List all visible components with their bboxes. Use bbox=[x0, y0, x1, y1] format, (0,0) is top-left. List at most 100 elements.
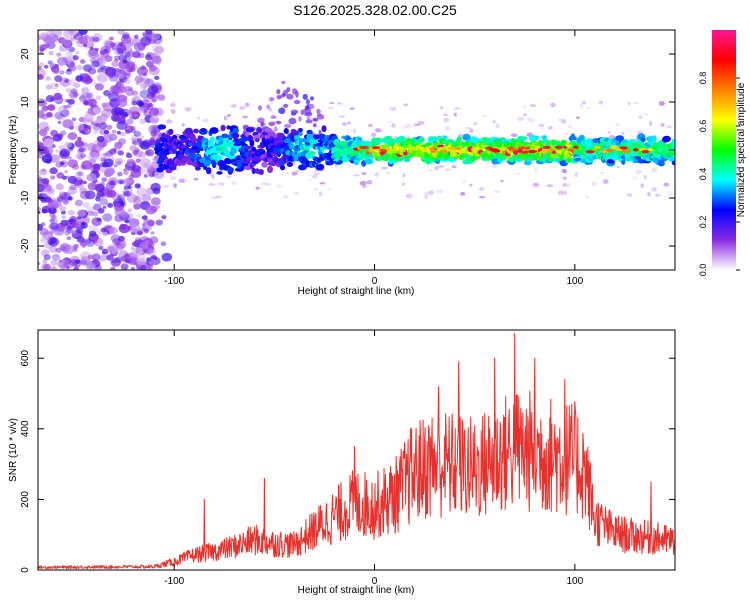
spectrogram-noise-cell bbox=[99, 65, 107, 71]
spectrogram-noise-cell bbox=[96, 217, 102, 222]
spectrogram-core-cell bbox=[542, 145, 551, 149]
spectrogram-band-cell bbox=[291, 130, 300, 137]
spectrogram-plume-cell bbox=[305, 99, 310, 105]
spectrogram-band-cell bbox=[306, 129, 313, 135]
spectrogram-noise-cell bbox=[38, 210, 41, 214]
spectrogram-noise-cell bbox=[109, 180, 116, 186]
spectrogram-noise-cell bbox=[125, 129, 131, 135]
spectrogram-noise-cell bbox=[127, 185, 132, 189]
spectrogram-faint-cell bbox=[546, 184, 554, 188]
spectrogram-noise-cell bbox=[111, 135, 116, 140]
spectrogram-noise-cell bbox=[91, 253, 101, 261]
spectrogram-plume-cell bbox=[306, 111, 313, 117]
spectrogram-plume-cell bbox=[286, 93, 294, 100]
spectrogram-noise-cell bbox=[76, 171, 83, 177]
spectrogram-noise-cell bbox=[126, 153, 133, 159]
spectrogram-faint-cell bbox=[428, 190, 435, 196]
spectrogram-noise-cell bbox=[102, 213, 113, 222]
spectrogram-noise-cell bbox=[68, 63, 74, 69]
spectrogram-plume-cell bbox=[268, 121, 276, 127]
spectrogram-noise-cell bbox=[117, 171, 123, 177]
spectrogram-band-cell bbox=[283, 127, 289, 134]
spectrogram-xlabel: Height of straight line (km) bbox=[298, 286, 415, 297]
spectrogram-noise-cell bbox=[114, 107, 125, 116]
spectrogram-faint-cell bbox=[557, 190, 565, 196]
spectrogram-ytick-label: -20 bbox=[20, 238, 31, 253]
spectrogram-plume-cell bbox=[309, 96, 315, 101]
snr-ytick-label: 400 bbox=[20, 420, 31, 437]
spectrogram-noise-cell bbox=[125, 88, 134, 97]
spectrogram-band-cell bbox=[245, 127, 255, 133]
spectrogram-noise-cell bbox=[49, 218, 55, 223]
spectrogram-core-cell bbox=[632, 148, 639, 152]
spectrogram-faint-cell bbox=[436, 189, 444, 194]
spectrogram-faint-cell bbox=[231, 181, 236, 185]
spectrogram-noise-cell bbox=[124, 219, 130, 224]
spectrogram-faint-cell bbox=[638, 114, 643, 120]
spectrogram-band-cell bbox=[306, 134, 313, 141]
spectrogram-noise-cell bbox=[107, 203, 114, 208]
spectrogram-noise-cell bbox=[136, 187, 147, 197]
spectrogram-noise-cell bbox=[38, 129, 48, 137]
spectrogram-noise-cell bbox=[83, 43, 88, 47]
spectrogram-noise-cell bbox=[83, 202, 90, 208]
spectrogram-faint-cell bbox=[655, 193, 660, 197]
spectrogram-noise-cell bbox=[64, 141, 72, 148]
spectrogram-faint-cell bbox=[327, 106, 335, 110]
spectrogram-faint-cell bbox=[413, 123, 418, 127]
spectrogram-noise-cell bbox=[43, 263, 52, 270]
spectrogram-noise-cell bbox=[99, 197, 108, 206]
spectrogram-faint-cell bbox=[405, 193, 413, 199]
spectrogram-faint-cell bbox=[226, 175, 232, 179]
spectrogram-faint-cell bbox=[460, 191, 466, 196]
spectrogram-noise-cell bbox=[101, 177, 108, 183]
spectrogram-band-cell bbox=[220, 124, 226, 132]
spectrogram-noise-cell bbox=[60, 222, 66, 228]
spectrogram-noise-cell bbox=[122, 178, 131, 186]
spectrogram-noise-cell bbox=[38, 184, 45, 193]
spectrogram-faint-cell bbox=[517, 116, 525, 122]
spectrogram-noise-cell bbox=[61, 109, 67, 115]
spectrogram-xtick-label: 100 bbox=[566, 276, 583, 287]
spectrogram-band-cell bbox=[298, 138, 303, 145]
spectrogram-faint-cell bbox=[318, 191, 323, 196]
spectrogram-faint-cell bbox=[169, 176, 177, 180]
snr-xtick-label: 0 bbox=[372, 576, 378, 587]
spectrogram-noise-cell bbox=[113, 164, 118, 168]
spectrogram-noise-cell bbox=[64, 57, 71, 63]
spectrogram-faint-cell bbox=[651, 187, 657, 192]
spectrogram-band-cell bbox=[660, 151, 666, 155]
spectrogram-faint-cell bbox=[563, 132, 569, 135]
spectrogram-noise-cell bbox=[141, 222, 148, 228]
spectrogram-noise-cell bbox=[104, 40, 115, 49]
spectrogram-noise-cell bbox=[135, 158, 141, 163]
spectrogram-faint-cell bbox=[434, 165, 440, 171]
spectrogram-faint-cell bbox=[495, 123, 500, 129]
spectrogram-xtick-label: 0 bbox=[372, 276, 378, 287]
spectrogram-noise-cell bbox=[106, 189, 117, 198]
spectrogram-faint-cell bbox=[557, 117, 563, 122]
spectrogram-faint-cell bbox=[341, 122, 348, 126]
spectrogram-noise-cell bbox=[67, 159, 79, 168]
spectrogram-faint-cell bbox=[347, 121, 351, 124]
spectrogram-faint-cell bbox=[362, 183, 367, 189]
spectrogram-noise-cell bbox=[91, 60, 100, 68]
spectrogram-faint-cell bbox=[579, 104, 584, 108]
spectrogram-noise-cell bbox=[98, 245, 104, 251]
spectrogram-faint-cell bbox=[491, 163, 498, 168]
spectrogram-noise-cell bbox=[122, 55, 131, 63]
spectrogram-noise-cell bbox=[137, 230, 143, 236]
spectrogram-noise-cell bbox=[41, 168, 46, 172]
spectrogram-noise-cell bbox=[59, 205, 67, 212]
spectrogram-noise-cell bbox=[150, 84, 157, 90]
spectrogram-noise-cell bbox=[56, 52, 62, 57]
spectrogram-core-cell bbox=[540, 149, 549, 154]
spectrogram-noise-cell bbox=[130, 137, 134, 141]
spectrogram-plume-cell bbox=[302, 93, 308, 100]
spectrogram-faint-cell bbox=[173, 183, 177, 189]
spectrogram-faint-cell bbox=[367, 123, 373, 127]
spectrogram-band-cell bbox=[193, 128, 199, 134]
snr-ytick-label: 200 bbox=[20, 491, 31, 508]
spectrogram-noise-cell bbox=[152, 118, 158, 124]
spectrogram-plume-cell bbox=[300, 109, 305, 116]
